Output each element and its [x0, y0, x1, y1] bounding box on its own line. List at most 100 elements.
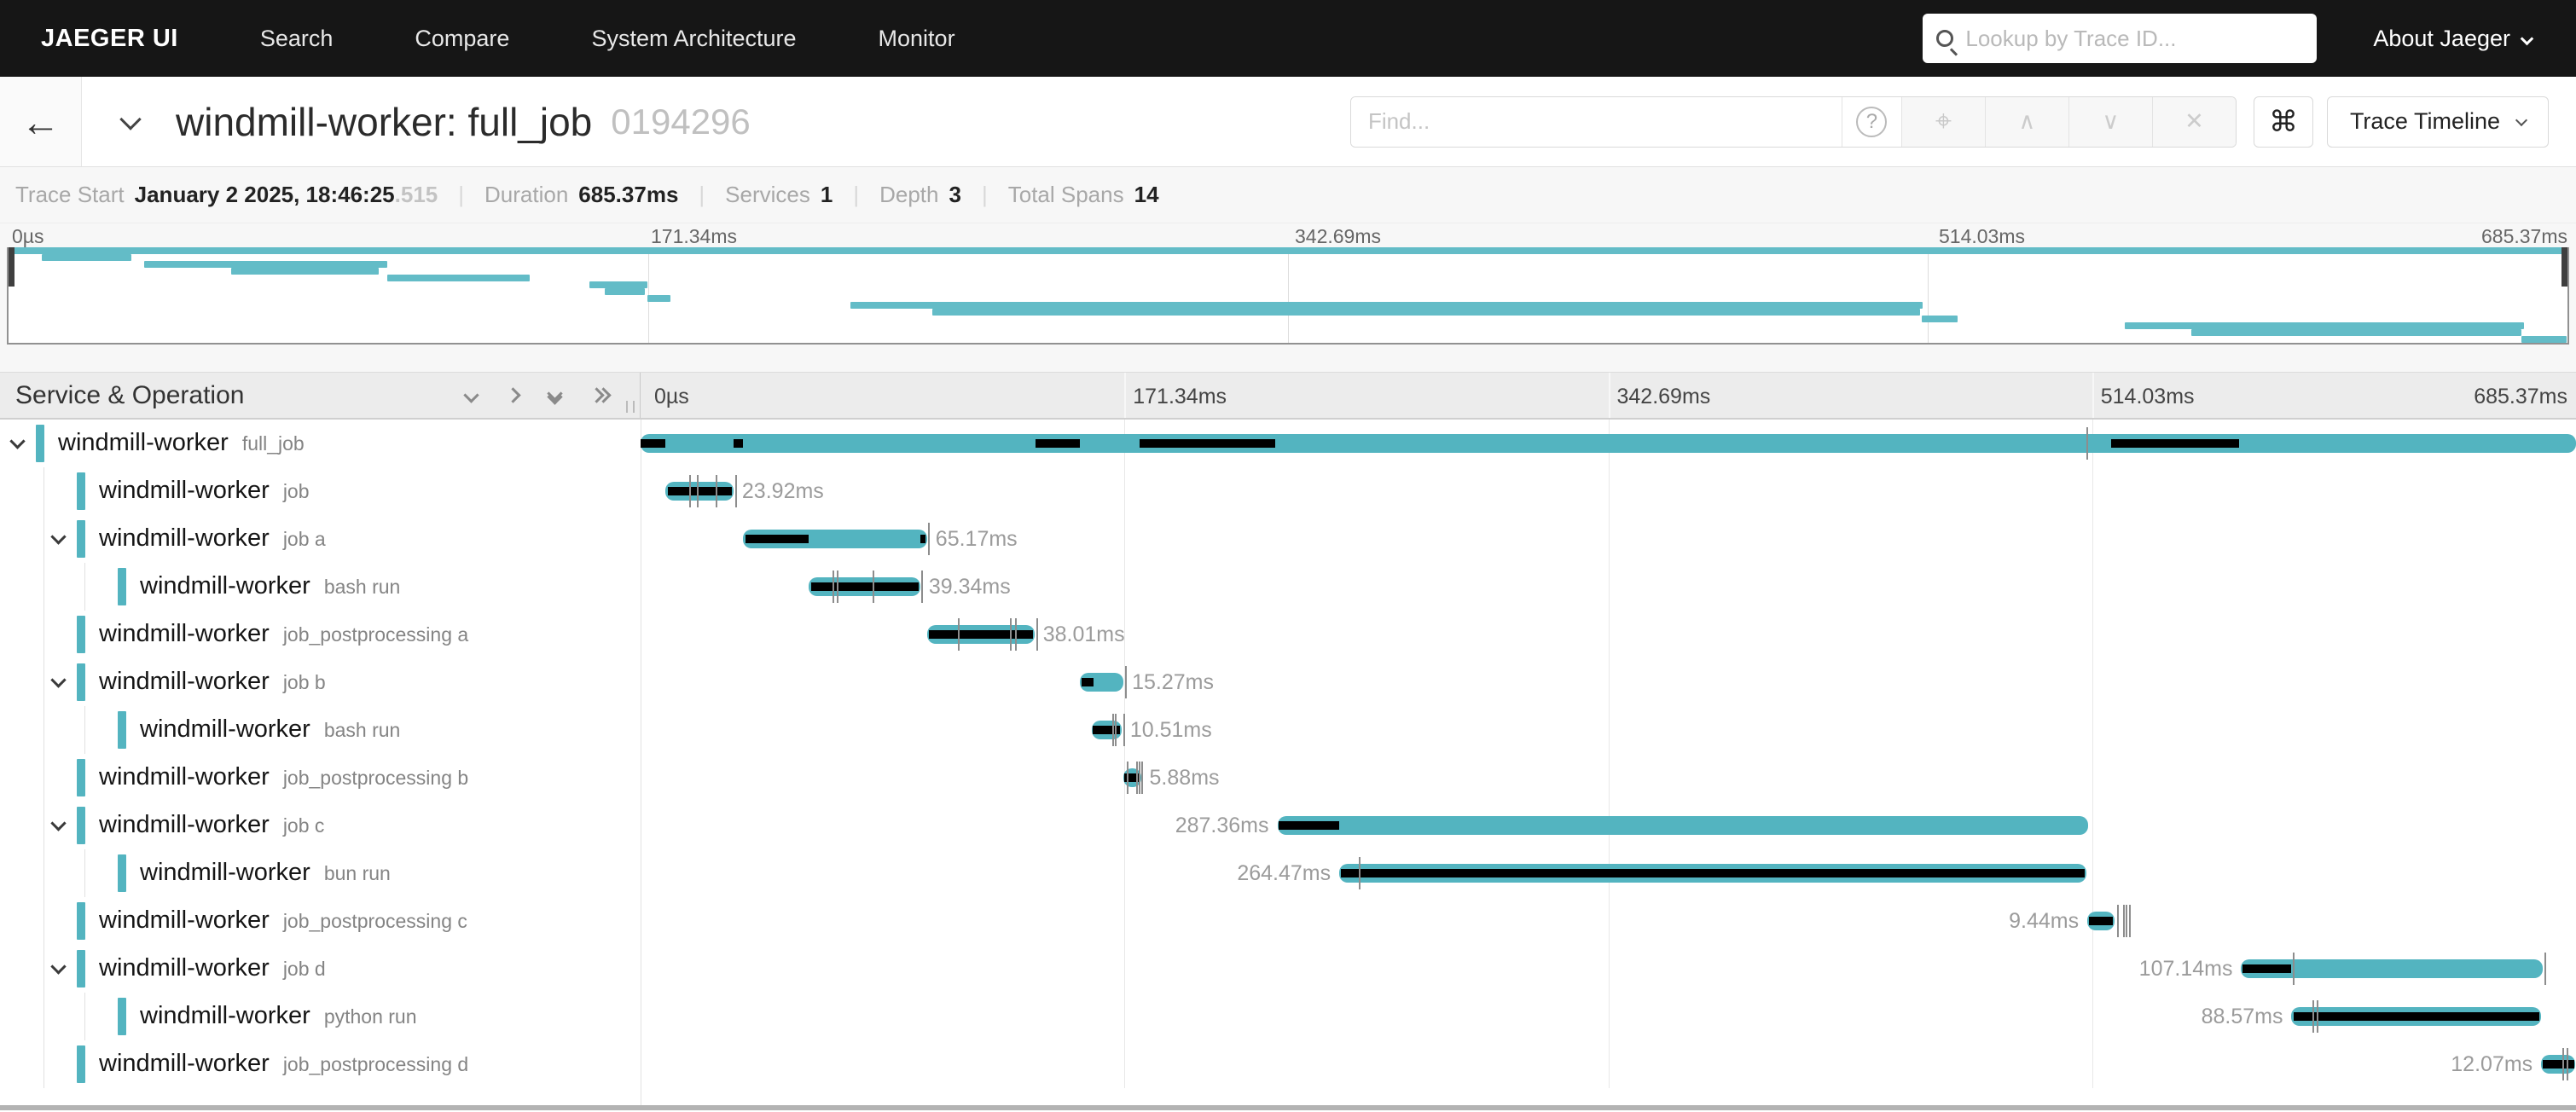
collapse-all-icon[interactable] [547, 385, 563, 405]
collapse-one-level-icon[interactable] [463, 387, 479, 403]
log-tick [1126, 762, 1128, 794]
axis-tick-label: 0µs [654, 385, 689, 408]
span-name-cell[interactable]: windmill-worker job_postprocessing b [0, 754, 641, 802]
expand-one-level-icon[interactable] [505, 387, 521, 403]
span-bar-cell[interactable] [641, 420, 2576, 467]
back-button[interactable]: ← [0, 77, 82, 166]
critical-path-segment [2542, 1060, 2574, 1069]
span-bar[interactable] [743, 530, 927, 548]
brand-logo[interactable]: JAEGER UI [41, 24, 178, 52]
trace-minimap[interactable] [7, 247, 2569, 345]
nav-item-monitor[interactable]: Monitor [878, 25, 955, 51]
duration-label: 39.34ms [928, 575, 1011, 599]
span-bar-cell[interactable]: 39.34ms [641, 563, 2576, 611]
find-clear-button[interactable]: ✕ [2151, 96, 2236, 147]
span-bar-cell[interactable]: 12.07ms [641, 1040, 2576, 1088]
expand-chevron-icon[interactable] [50, 959, 67, 976]
log-tick [2126, 905, 2128, 937]
table-row: windmill-worker python run 88.57ms [0, 993, 2576, 1040]
nav-item-system-architecture[interactable]: System Architecture [591, 25, 797, 51]
chevron-down-icon [2515, 113, 2528, 126]
span-name-cell[interactable]: windmill-worker bash run [0, 563, 641, 611]
expand-all-icon[interactable] [589, 387, 612, 403]
nav-item-search[interactable]: Search [259, 25, 334, 51]
log-tick [2566, 1048, 2568, 1080]
span-name-cell[interactable]: windmill-worker job_postprocessing c [0, 897, 641, 945]
trace-summary-section: Trace Start January 2 2025, 18:46:25 .51… [0, 167, 2576, 372]
span-name-cell[interactable]: windmill-worker job c [0, 802, 641, 849]
service-name: windmill-worker bun run [140, 859, 391, 886]
chevron-up-icon: ∧ [2018, 108, 2036, 134]
span-bar[interactable] [641, 434, 2576, 453]
span-name-cell[interactable]: windmill-worker job d [0, 945, 641, 993]
expand-chevron-icon[interactable] [50, 529, 67, 547]
find-prev-button[interactable]: ∧ [1984, 96, 2068, 147]
duration-label: 287.36ms [1175, 814, 1269, 837]
log-tick [2544, 953, 2546, 985]
span-bar[interactable] [1080, 673, 1124, 692]
span-name-cell[interactable]: windmill-worker job_postprocessing d [0, 1040, 641, 1088]
span-bar-cell[interactable]: 88.57ms [641, 993, 2576, 1040]
span-bar-cell[interactable]: 65.17ms [641, 515, 2576, 563]
table-row: windmill-worker job c 287.36ms [0, 802, 2576, 849]
span-bar-cell[interactable]: 5.88ms [641, 754, 2576, 802]
span-bar-cell[interactable]: 9.44ms [641, 897, 2576, 945]
about-jaeger-menu[interactable]: About Jaeger [2373, 26, 2534, 52]
span-name-cell[interactable]: windmill-worker job b [0, 658, 641, 706]
span-name-cell[interactable]: windmill-worker full_job [0, 420, 641, 467]
column-resizer-handle[interactable] [626, 401, 635, 413]
expand-chevron-icon[interactable] [9, 433, 26, 451]
span-name-cell[interactable]: windmill-worker job a [0, 515, 641, 563]
timeline-gridline [1608, 420, 1610, 1088]
keyboard-shortcuts-button[interactable]: ⌘ [2253, 96, 2313, 148]
nav-item-compare[interactable]: Compare [415, 25, 510, 51]
service-name: windmill-worker bash run [140, 572, 401, 599]
minimap-right-scrubber-handle[interactable] [2561, 247, 2567, 287]
span-name-cell[interactable]: windmill-worker job_postprocessing a [0, 611, 641, 658]
table-row: windmill-worker full_job [0, 420, 2576, 467]
span-bar-cell[interactable]: 10.51ms [641, 706, 2576, 754]
log-tick [1114, 714, 1117, 746]
find-input[interactable] [1350, 96, 1842, 147]
log-tick [837, 570, 839, 603]
trace-id-search-box[interactable] [1923, 14, 2318, 63]
span-name-cell[interactable]: windmill-worker job [0, 467, 641, 515]
span-bar-cell[interactable]: 38.01ms [641, 611, 2576, 658]
tree-guideline [84, 706, 85, 754]
find-next-button[interactable]: ∨ [2068, 96, 2152, 147]
trace-title-bar: ← windmill-worker: full_job 0194296 ? ⌖ … [0, 77, 2576, 167]
collapse-trace-header-button[interactable] [119, 108, 142, 131]
span-bar-cell[interactable]: 107.14ms [641, 945, 2576, 993]
timeline-gridline [1124, 420, 1126, 1088]
span-name-cell[interactable]: windmill-worker python run [0, 993, 641, 1040]
find-help-button[interactable]: ? [1841, 96, 1901, 147]
critical-path-segment [810, 582, 920, 591]
expand-chevron-icon[interactable] [50, 815, 67, 833]
log-tick [2086, 427, 2088, 460]
span-name-cell[interactable]: windmill-worker bun run [0, 849, 641, 897]
span-bar-cell[interactable]: 264.47ms [641, 849, 2576, 897]
trace-id-search-input[interactable] [1965, 25, 2304, 52]
minimap-left-scrubber-handle[interactable] [9, 247, 15, 287]
span-bar[interactable] [2241, 959, 2544, 978]
log-tick [1135, 762, 1138, 794]
span-color-bar [77, 663, 85, 701]
minimap-span-bar [2191, 329, 2521, 336]
critical-path-segment [1124, 773, 1140, 782]
operation-name: job a [282, 528, 326, 550]
axis-tick-label: 514.03ms [2100, 385, 2195, 408]
span-name-cell[interactable]: windmill-worker bash run [0, 706, 641, 754]
span-bar-cell[interactable]: 15.27ms [641, 658, 2576, 706]
span-bar-cell[interactable]: 23.92ms [641, 467, 2576, 515]
trace-summary-bar: Trace Start January 2 2025, 18:46:25 .51… [0, 167, 2576, 223]
timeline-header-row: Service & Operation 0µs 171.34ms 342.69ms 5… [0, 372, 2576, 420]
find-group: ? ⌖ ∧ ∨ ✕ [1349, 96, 2237, 148]
focus-span-button[interactable]: ⌖ [1900, 96, 1985, 147]
span-bar[interactable] [1277, 816, 2089, 835]
trace-view-selector[interactable]: Trace Timeline [2326, 96, 2549, 148]
span-color-bar [36, 425, 44, 462]
operation-name: bash run [323, 719, 401, 741]
span-bar-cell[interactable]: 287.36ms [641, 802, 2576, 849]
expand-chevron-icon[interactable] [50, 672, 67, 690]
